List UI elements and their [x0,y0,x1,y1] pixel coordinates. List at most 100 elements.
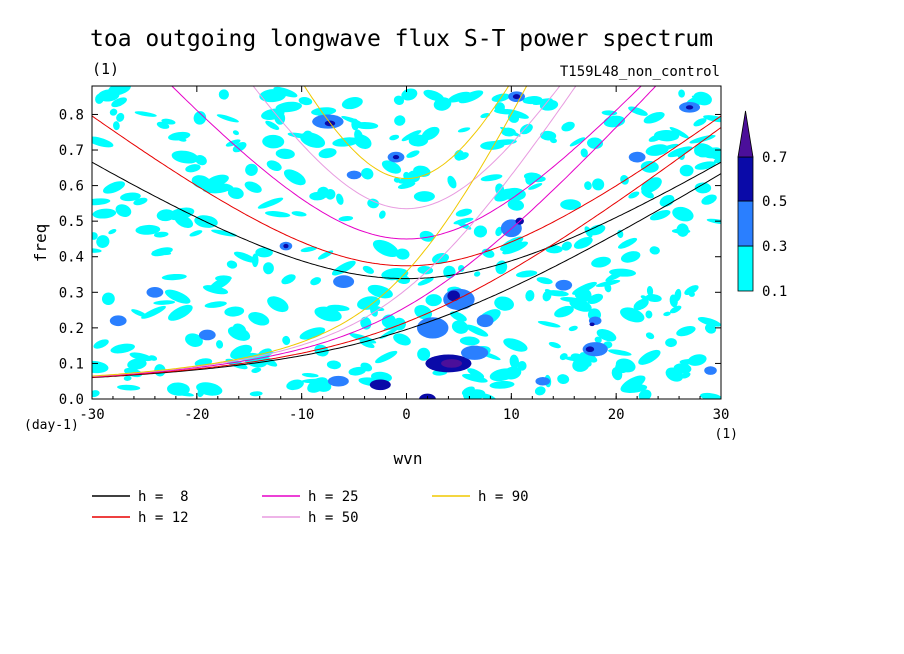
spectrum-speck [672,206,694,222]
spectrum-speck [113,121,120,131]
dispersion-curve-mrg [92,127,721,378]
spectrum-speck [401,88,418,101]
spectrum-speck [603,115,626,128]
spectrum-speck [688,291,695,297]
spectrum-speck [336,193,344,205]
spectrum-speck [536,277,553,285]
spectrum-speck [591,256,611,268]
spectrum-speck [503,338,528,352]
y-unit-label: (day-1) [24,418,79,433]
x-tick-label: 20 [608,407,625,423]
spectrum-speck [185,164,201,173]
spectrum-speck [669,127,689,139]
spectrum-speck [665,367,684,382]
spectrum-speck [681,372,691,379]
spectrum-speck [433,97,452,111]
spectrum-speck [694,144,704,157]
spectrum-patch [447,290,460,302]
spectrum-speck [141,305,166,319]
spectrum-speck [286,379,304,391]
spectrum-speck [560,199,582,210]
spectrum-speck [517,361,527,371]
spectrum-speck [561,121,575,132]
spectrum-speck [574,287,592,302]
spectrum-speck [133,197,148,206]
spectrum-speck [700,392,721,399]
colorbar: 0.1 0.3 0.5 0.7 [737,110,787,300]
spectrum-patch [628,151,646,163]
spectrum-speck [211,229,237,237]
spectrum-speck [605,269,627,282]
legend-label: h = 8 [138,489,189,505]
spectrum-speck [495,260,508,275]
legend: h = 8 h = 12 h = 25 h = 50 h = 90 [92,489,529,526]
spectrum-speck [395,274,411,284]
spectrum-speck [494,296,514,311]
spectrum-speck [592,178,605,191]
spectrum-speck [419,230,435,242]
spectrum-patch [685,105,694,110]
spectrum-speck [108,229,117,235]
spectrum-speck [678,89,685,98]
spectrum-speck [665,338,677,348]
spectrum-speck [525,289,535,302]
spectrum-speck [226,260,238,269]
spectrum-speck [406,150,420,158]
spectrum-speck [310,277,322,286]
spectrum-speck [557,374,570,385]
spectrum-speck [401,130,422,142]
x-unit-label: (1) [715,427,738,442]
spectrum-speck [227,187,244,200]
spectrum-speck [628,191,640,199]
spectrum-speck [205,174,229,187]
spectrum-patch [582,342,608,357]
spectrum-speck [676,325,696,337]
spectrum-speck [92,360,109,374]
spectrum-speck [620,251,641,263]
spectrum-speck [584,181,592,190]
x-tick-label: 30 [713,407,730,423]
spectrum-speck [414,305,433,320]
spectrum-speck [96,235,110,248]
spectrum-speck [267,296,289,313]
spectrum-speck [659,194,675,207]
spectrum-speck [501,127,516,137]
spectrum-speck [417,277,434,286]
spectrum-speck [580,148,588,158]
spectrum-speck [694,182,712,194]
spectrum-speck [689,134,716,144]
spectrum-speck [218,89,229,100]
spectrum-speck [283,169,306,186]
x-tick-label: 0 [402,407,410,423]
spectrum-speck [495,226,503,237]
spectrum-speck [120,192,141,202]
spectrum-speck [275,148,295,159]
spectrum-speck [299,327,326,340]
spectrum-speck [389,134,400,141]
spectrum-speck [298,96,313,106]
spectrum-speck [266,160,282,172]
spectrum-speck [617,229,624,239]
spectrum-patch [461,345,489,360]
spectrum-speck [407,170,421,183]
dispersion-curve-mrg [92,86,577,377]
spectrum-speck [164,289,191,304]
spectrum-speck [92,208,117,219]
spectrum-patch [512,94,521,100]
spectrum-speck [638,389,652,399]
spectrum-patch [589,322,595,327]
spectrum-speck [601,110,618,116]
spectrum-speck [451,320,469,334]
spectrum-speck [473,271,481,277]
spectrum-speck [559,353,568,361]
y-tick-label: 0.2 [59,321,84,337]
spectrum-speck [156,121,170,129]
spectrum-speck [572,357,590,372]
spectrum-speck [244,181,262,193]
spectrum-speck [586,137,604,149]
spectrum-speck [480,141,505,150]
spectrum-speck [649,246,660,255]
spectrum-speck [92,136,114,148]
spectrum-speck [265,120,280,131]
